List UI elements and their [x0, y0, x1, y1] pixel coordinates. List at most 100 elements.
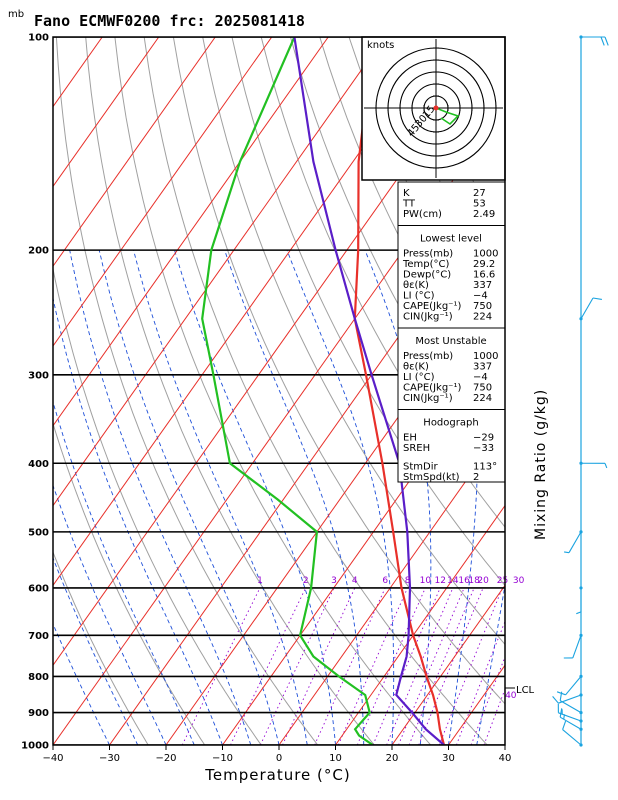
mixing-ratio-label: 30: [513, 576, 525, 586]
isotherm-line: [53, 37, 386, 507]
mixing-ratio-line: [181, 587, 261, 745]
index-value: 1000: [473, 249, 498, 260]
wind-barb-staff: [559, 716, 582, 730]
chart-title: Fano ECMWF0200 frc: 2025081418: [34, 12, 305, 30]
pressure-tick-label: 300: [28, 370, 49, 381]
wind-barb-staff: [562, 729, 582, 746]
mixing-ratio-label: 18: [468, 576, 480, 586]
index-label: K: [403, 188, 410, 199]
moist-adiabat-line: [224, 249, 365, 745]
x-tick-label: −40: [42, 753, 63, 764]
mixing-ratio-line: [418, 587, 484, 745]
indices-section-title: Most Unstable: [415, 336, 486, 347]
moist-adiabat-line: [504, 742, 505, 745]
indices-frame: [397, 181, 506, 483]
indices-section-title: Lowest level: [420, 234, 482, 245]
mixing-ratio-label: 6: [382, 576, 388, 586]
x-tick-label: 10: [329, 753, 342, 764]
dry-adiabat-line: [612, 37, 618, 745]
index-label: TT: [402, 199, 416, 210]
hodograph-storm-marker: [433, 105, 439, 111]
isobars: [53, 37, 505, 745]
wind-barb-staff: [572, 635, 582, 659]
isotherm-line: [109, 185, 505, 745]
index-value: −29: [473, 433, 494, 444]
pressure-tick-label: 1000: [21, 741, 49, 752]
index-label: CIN(Jkg⁻¹): [403, 393, 453, 404]
moist-adiabat-line: [174, 249, 336, 745]
index-label: EH: [403, 433, 417, 444]
wind-barb-feather: [556, 691, 566, 696]
index-label: Dewp(°C): [403, 270, 451, 281]
index-label: LI (°C): [403, 291, 435, 302]
mixing-ratio-label: 25: [497, 576, 508, 586]
index-label: CAPE(Jkg⁻¹): [403, 301, 461, 312]
dry-adiabat-line: [172, 37, 505, 705]
wind-barb-feather: [592, 297, 602, 300]
mixing-ratio-line: [483, 688, 505, 745]
hodograph-trace: [435, 107, 460, 126]
moist-adiabat-line: [53, 296, 223, 745]
mixing-ratio-line: [408, 587, 475, 745]
index-value: 224: [473, 312, 492, 323]
isotherm-line: [53, 37, 103, 108]
index-value: 27: [473, 188, 486, 199]
moist-adiabat-line: [53, 484, 167, 745]
isotherm-line: [53, 37, 160, 188]
dry-adiabat-line: [260, 37, 505, 528]
mixing-ratio-label: 12: [434, 576, 445, 586]
mixing-ratio-label: 40: [505, 691, 517, 701]
index-value: 750: [473, 383, 492, 394]
index-label: CAPE(Jkg⁻¹): [403, 383, 461, 394]
index-value: 2.49: [473, 209, 495, 220]
lcl-label: LCL: [516, 685, 535, 696]
dry-adiabat-line: [114, 37, 432, 745]
profile-series: [201, 37, 446, 745]
index-value: 16.6: [473, 270, 495, 281]
index-label: Temp(°C): [402, 259, 450, 270]
x-tick-label: 0: [276, 753, 282, 764]
wind-barb-feather: [564, 551, 570, 554]
isotherm-line: [278, 424, 505, 745]
mixing-ratio-line: [337, 587, 409, 745]
indices-section-title: Hodograph: [423, 418, 478, 429]
dry-adiabat-line: [231, 37, 505, 587]
wind-barb-feather: [552, 696, 559, 704]
indices-rows: K 27 TT 53 PW(cm) 2.49 Lowest level Press(mb) 10…: [398, 188, 505, 483]
mixing-ratio-axis-label: Mixing Ratio (g/kg): [533, 389, 549, 540]
pressure-tick-label: 800: [28, 672, 49, 683]
isotherm-line: [391, 584, 505, 745]
mixing-ratio-line: [372, 587, 441, 745]
plot-frame: [52, 36, 506, 746]
index-value: −4: [473, 372, 488, 383]
wind-barb-staff: [580, 297, 594, 320]
x-tick-label: 40: [499, 753, 512, 764]
isotherm-line: [504, 744, 505, 745]
dry-adiabat-line: [53, 266, 262, 745]
x-axis-label: Temperature (°C): [204, 766, 350, 784]
mixing-ratio-line: [230, 587, 307, 745]
pressure-tick-label: 400: [28, 459, 49, 470]
moist-adiabat-line: [53, 400, 195, 745]
wind-barb-feather: [600, 36, 605, 46]
index-label: StmSpd(kt): [403, 472, 460, 483]
mixing-ratio-label: 10: [420, 576, 432, 586]
x-tick-label: −10: [212, 753, 233, 764]
pressure-tick-label: 900: [28, 708, 49, 719]
wind-barb-staff: [568, 531, 582, 553]
dry-adiabat-line: [53, 550, 149, 745]
mixing-ratio-label: 2: [303, 576, 309, 586]
mixing-ratio-label: 4: [352, 576, 358, 586]
mixing-ratio-line: [455, 620, 505, 745]
dry-adiabat-line: [583, 37, 618, 745]
index-label: Press(mb): [403, 351, 453, 362]
index-value: −33: [473, 443, 494, 454]
index-value: −4: [473, 291, 488, 302]
x-tick-label: 30: [442, 753, 455, 764]
index-value: 337: [473, 280, 492, 291]
dry-adiabat-line: [55, 37, 319, 745]
mixing-ratio-line: [386, 587, 454, 745]
wind-barb-feather: [576, 611, 582, 615]
